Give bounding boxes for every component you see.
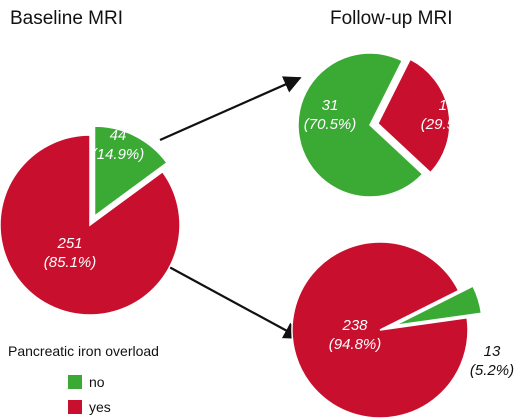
legend-label-yes: yes bbox=[89, 399, 111, 415]
pie-charts: 44 (14.9%) 251 (85.1%) 31 (70.5%) 13 (29.5%) 238… bbox=[0, 52, 514, 419]
pie3-label-no: 13 (5.2%) bbox=[470, 343, 514, 379]
pie2-slice-no bbox=[297, 52, 424, 198]
arrow-to-yes-followup bbox=[159, 261, 302, 339]
pie1-label-yes: 251 (85.1%) bbox=[44, 235, 97, 271]
followup-title: Follow-up MRI bbox=[330, 8, 452, 29]
baseline-title: Baseline MRI bbox=[10, 8, 123, 29]
pie3-label-yes: 238 (94.8%) bbox=[329, 317, 382, 353]
legend-swatch-no bbox=[68, 375, 82, 389]
legend-label-no: no bbox=[89, 374, 105, 390]
pie1-label-no: 44 (14.9%) bbox=[92, 127, 145, 163]
legend-swatch-yes bbox=[68, 400, 82, 414]
pie2-slice-yes bbox=[376, 58, 451, 174]
legend-title: Pancreatic iron overload bbox=[8, 343, 159, 359]
pie2-label-no: 31 (70.5%) bbox=[304, 97, 357, 133]
pie3-slice-yes bbox=[291, 241, 469, 419]
pie1-slice-yes bbox=[0, 134, 181, 316]
pie1-slice-no bbox=[93, 125, 169, 218]
pie3-slice-no bbox=[393, 285, 483, 327]
arrow-to-no-followup bbox=[159, 76, 302, 142]
pie2-label-yes: 13 (29.5%) bbox=[421, 97, 474, 133]
